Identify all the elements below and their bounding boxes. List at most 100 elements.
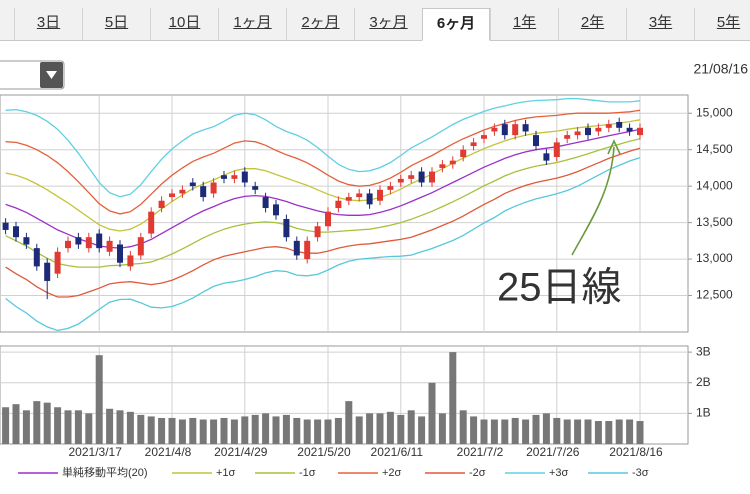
volume-bar (106, 408, 114, 444)
y-tick-label: 15,000 (696, 105, 733, 119)
candle-body (117, 244, 123, 263)
candle-body (626, 127, 633, 132)
period-tab[interactable]: 6ヶ月 (422, 8, 490, 41)
candle-body (585, 127, 591, 136)
volume-bar (178, 419, 186, 444)
volume-bar (85, 413, 93, 444)
x-tick-label: 2021/4/8 (145, 445, 192, 459)
legend-label: +2σ (382, 467, 402, 479)
volume-bar (345, 401, 353, 444)
candle-body (637, 127, 643, 136)
candle-body (439, 164, 446, 168)
volume-bar (147, 416, 155, 444)
period-tab[interactable]: 2ヶ月 (286, 8, 354, 40)
volume-bar (220, 417, 228, 444)
volume-bar (54, 407, 62, 444)
volume-bar (574, 419, 582, 444)
band-line (5, 119, 641, 232)
volume-bar (428, 382, 436, 444)
period-tab[interactable]: 1ヶ月 (218, 8, 286, 40)
candle-body (574, 131, 581, 136)
period-tab[interactable]: 2年 (558, 8, 626, 40)
x-tick-label: 2021/6/11 (371, 445, 424, 459)
candle-body (75, 237, 82, 245)
candle-body (366, 193, 373, 205)
legend-label: -3σ (632, 467, 649, 479)
volume-frame (0, 345, 689, 445)
candle-body (200, 186, 207, 198)
volume-bar (43, 402, 51, 444)
volume-bar (407, 410, 415, 444)
volume-bar (501, 419, 509, 444)
y-tick-label: 14,500 (696, 142, 733, 156)
candle-body (595, 127, 602, 132)
volume-bar (33, 401, 41, 444)
period-tab[interactable]: 3年 (626, 8, 694, 40)
candle-body (189, 182, 196, 187)
annotation-arrow (571, 146, 615, 256)
volume-bar (386, 411, 394, 444)
band-line (5, 157, 641, 332)
candle-body (418, 171, 425, 183)
volume-bar (615, 419, 623, 444)
candle-body (345, 197, 352, 201)
candle-body (283, 218, 290, 238)
volume-bar (438, 413, 446, 444)
x-tick-label: 2021/4/29 (214, 445, 268, 459)
period-tab[interactable]: 10日 (150, 8, 218, 40)
candle-body (127, 255, 134, 267)
dropdown[interactable] (0, 60, 65, 90)
candle-body (449, 160, 456, 165)
period-tab[interactable]: 5年 (694, 8, 750, 40)
band-line (5, 97, 641, 198)
candle-body (543, 153, 550, 161)
volume-bar (241, 416, 249, 444)
volume-bar (199, 419, 207, 444)
candle-body (169, 193, 175, 198)
volume-bar (95, 355, 103, 444)
volume-bar (397, 414, 405, 444)
candle-body (377, 189, 383, 201)
band-line (5, 109, 641, 215)
candle-body (605, 124, 612, 128)
candle-body (314, 226, 321, 238)
grid-layer: 12,500 13,000 13,500 14,000 14,500 15,000 1B 2B… (0, 95, 733, 459)
y-tick-label: 12,500 (696, 288, 733, 302)
volume-bar (522, 419, 530, 444)
volume-bar (22, 410, 30, 444)
y-tick-label: 14,000 (696, 178, 733, 192)
period-tabs: 3日 5日 10日 1ヶ月 2ヶ月 3ヶ月 6ヶ月 1年 2年 3年 5年 (0, 0, 750, 41)
period-tab[interactable]: 5日 (82, 8, 150, 40)
candle-body (262, 197, 269, 209)
candle-body (96, 233, 103, 249)
volume-bar (542, 413, 550, 444)
volume-bar (511, 417, 519, 444)
marks-layer: 単純移動平均(20) +1σ -1σ +2σ -2σ +3σ -3σ (2, 97, 649, 479)
candle-body (533, 135, 539, 147)
volume-bar (366, 413, 374, 444)
candle-body (397, 178, 404, 183)
candle-body (408, 175, 415, 179)
period-tab[interactable]: 3ヶ月 (354, 8, 422, 40)
volume-bar (470, 416, 478, 444)
legend-label: -2σ (469, 467, 486, 479)
volume-bar (64, 410, 72, 444)
volume-bar (303, 419, 311, 444)
candle-body (33, 248, 40, 267)
period-tab[interactable]: 1年 (490, 8, 558, 40)
candle-body (2, 222, 9, 230)
volume-bar (605, 421, 613, 444)
x-tick-label: 2021/7/2 (457, 445, 504, 459)
y-tick-label: 1B (696, 406, 711, 420)
volume-bar (189, 417, 197, 444)
band-line (5, 128, 641, 249)
period-tab[interactable]: 3日 (14, 8, 82, 40)
volume-bar (12, 404, 20, 444)
volume-bar (584, 419, 592, 444)
candle-body (54, 251, 61, 274)
candle-body (44, 262, 51, 281)
y-tick-label: 2B (696, 375, 711, 389)
y-tick-label: 13,500 (696, 215, 733, 229)
